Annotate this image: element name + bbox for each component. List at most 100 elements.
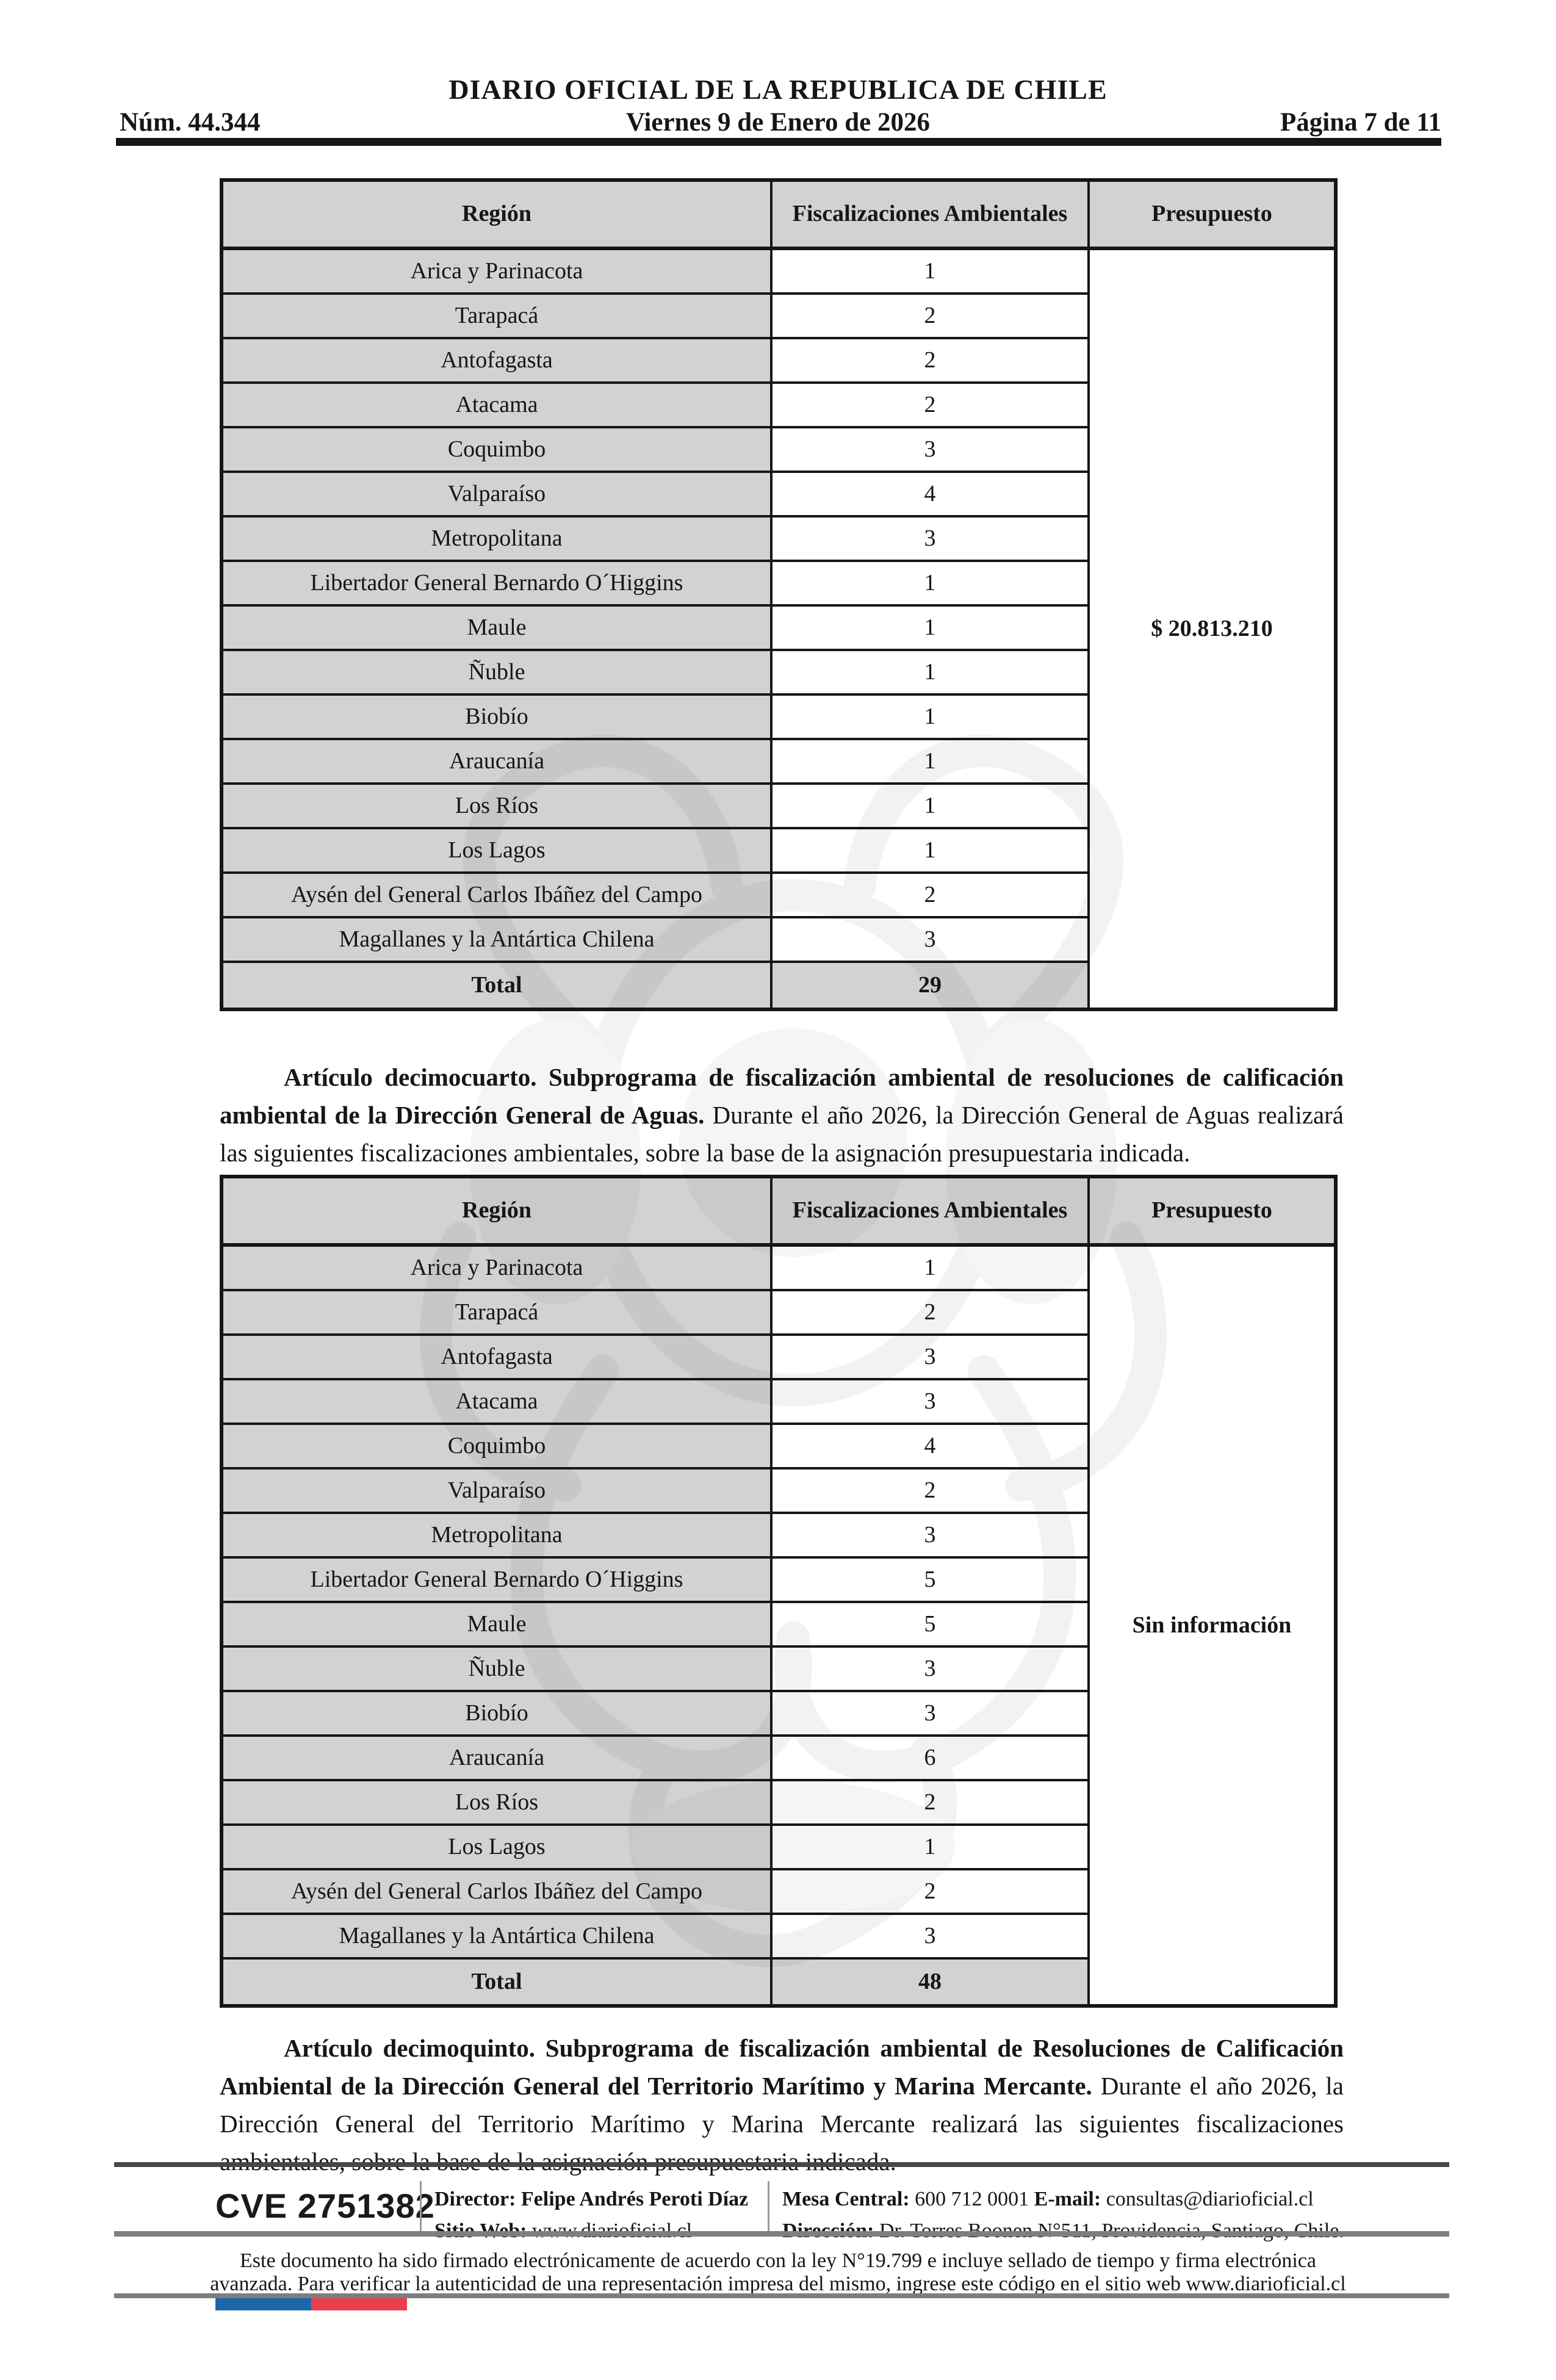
column-header-fiscalizaciones: Fiscalizaciones Ambientales — [773, 182, 1090, 250]
inspections-value-cell: 3 — [773, 517, 1090, 562]
director-block: Director: Felipe Andrés Peroti Díaz Siti… — [434, 2183, 748, 2247]
article-decimoquinto: Artículo decimoquinto. Subprograma de fi… — [220, 2029, 1344, 2180]
inspections-value-cell: 5 — [773, 1559, 1090, 1603]
region-cell: Los Ríos — [223, 1781, 773, 1826]
column-header-region: Región — [223, 182, 773, 250]
region-cell: Antofagasta — [223, 1336, 773, 1380]
flag-red — [311, 2298, 407, 2310]
footer-bottom-rule — [114, 2293, 1449, 2298]
inspections-value-cell: 2 — [773, 1870, 1090, 1915]
email-address: consultas@diarioficial.cl — [1101, 2188, 1314, 2210]
total-label-cell: Total — [223, 1960, 773, 2004]
region-cell: Araucanía — [223, 1737, 773, 1781]
phone-number: 600 712 0001 — [909, 2188, 1034, 2210]
region-cell: Antofagasta — [223, 339, 773, 384]
inspections-value-cell: 2 — [773, 295, 1090, 339]
fiscalizaciones-dga-table-1: Región Fiscalizaciones Ambientales Presu… — [220, 178, 1338, 1011]
region-cell: Atacama — [223, 384, 773, 428]
region-cell: Coquimbo — [223, 1425, 773, 1469]
inspections-value-cell: 5 — [773, 1603, 1090, 1648]
inspections-value-cell: 1 — [773, 785, 1090, 829]
region-cell: Arica y Parinacota — [223, 250, 773, 295]
inspections-value-cell: 3 — [773, 918, 1090, 963]
inspections-value-cell: 1 — [773, 651, 1090, 696]
article-decimocuarto-lead: Artículo decimocuarto. Subprograma de fi… — [220, 1063, 1344, 1129]
region-cell: Los Ríos — [223, 785, 773, 829]
phone-email-line: Mesa Central: 600 712 0001 E-mail: consu… — [782, 2183, 1344, 2215]
region-cell: Metropolitana — [223, 517, 773, 562]
website-url: www.diarioficial.cl — [527, 2220, 692, 2242]
director-name: Felipe Andrés Peroti Díaz — [516, 2188, 749, 2210]
region-cell: Libertador General Bernardo O´Higgins — [223, 562, 773, 607]
region-cell: Biobío — [223, 696, 773, 740]
region-cell: Metropolitana — [223, 1514, 773, 1559]
footer-top-rule — [114, 2162, 1449, 2167]
article-decimocuarto: Artículo decimocuarto. Subprograma de fi… — [220, 1058, 1344, 1172]
region-cell: Aysén del General Carlos Ibáñez del Camp… — [223, 1870, 773, 1915]
region-cell: Coquimbo — [223, 428, 773, 473]
inspections-value-cell: 3 — [773, 1336, 1090, 1380]
director-label: Director: — [434, 2188, 516, 2210]
inspections-value-cell: 1 — [773, 250, 1090, 295]
inspections-value-cell: 3 — [773, 1915, 1090, 1960]
address-value: Dr. Torres Boonen N°511, Providencia, Sa… — [874, 2220, 1344, 2242]
region-cell: Magallanes y la Antártica Chilena — [223, 1915, 773, 1960]
article-decimoquinto-body: Durante el año 2026, la Dirección Genera… — [220, 2072, 1344, 2176]
region-cell: Maule — [223, 607, 773, 651]
inspections-value-cell: 2 — [773, 874, 1090, 918]
region-cell: Arica y Parinacota — [223, 1247, 773, 1291]
fiscalizaciones-dgtm-table-2: Región Fiscalizaciones Ambientales Presu… — [220, 1175, 1338, 2008]
issue-number: Núm. 44.344 — [120, 108, 261, 137]
region-cell: Los Lagos — [223, 829, 773, 874]
inspections-value-cell: 2 — [773, 384, 1090, 428]
column-header-region: Región — [223, 1178, 773, 1247]
address-label: Dirección: — [782, 2220, 874, 2242]
budget-merged-cell: Sin información — [1132, 1612, 1292, 1638]
column-header-presupuesto: Presupuesto — [1090, 1178, 1334, 1247]
column-header-fiscalizaciones: Fiscalizaciones Ambientales — [773, 1178, 1090, 1247]
inspections-value-cell: 1 — [773, 740, 1090, 785]
email-label: E-mail: — [1034, 2188, 1101, 2210]
region-cell: Valparaíso — [223, 1469, 773, 1514]
inspections-value-cell: 3 — [773, 1692, 1090, 1737]
website-line: Sitio Web: www.diarioficial.cl — [434, 2215, 748, 2247]
region-cell: Ñuble — [223, 651, 773, 696]
inspections-value-cell: 1 — [773, 562, 1090, 607]
article-decimoquinto-lead: Artículo decimoquinto. Subprograma de fi… — [220, 2034, 1344, 2100]
inspections-value-cell: 2 — [773, 339, 1090, 384]
inspections-value-cell: 3 — [773, 1648, 1090, 1692]
flag-blue — [215, 2298, 311, 2310]
director-line: Director: Felipe Andrés Peroti Díaz — [434, 2183, 748, 2215]
region-cell: Ñuble — [223, 1648, 773, 1692]
footer-divider-1 — [420, 2181, 422, 2235]
region-cell: Tarapacá — [223, 1291, 773, 1336]
inspections-value-cell: 4 — [773, 473, 1090, 517]
total-label-cell: Total — [223, 963, 773, 1008]
publication-title: DIARIO OFICIAL DE LA REPUBLICA DE CHILE — [448, 74, 1108, 105]
region-cell: Tarapacá — [223, 295, 773, 339]
total-value-cell: 48 — [773, 1960, 1090, 2004]
inspections-value-cell: 3 — [773, 428, 1090, 473]
inspections-value-cell: 1 — [773, 607, 1090, 651]
footer-divider-2 — [768, 2181, 769, 2235]
region-cell: Los Lagos — [223, 1826, 773, 1870]
header-meta-row: Núm. 44.344 Viernes 9 de Enero de 2026 P… — [0, 107, 1556, 138]
region-cell: Aysén del General Carlos Ibáñez del Camp… — [223, 874, 773, 918]
address-line: Dirección: Dr. Torres Boonen N°511, Prov… — [782, 2215, 1344, 2247]
inspections-value-cell: 2 — [773, 1781, 1090, 1826]
region-cell: Magallanes y la Antártica Chilena — [223, 918, 773, 963]
website-label: Sitio Web: — [434, 2220, 527, 2242]
contact-block: Mesa Central: 600 712 0001 E-mail: consu… — [782, 2183, 1344, 2247]
column-header-presupuesto: Presupuesto — [1090, 182, 1334, 250]
region-cell: Valparaíso — [223, 473, 773, 517]
inspections-value-cell: 3 — [773, 1380, 1090, 1425]
inspections-value-cell: 6 — [773, 1737, 1090, 1781]
issue-date: Viernes 9 de Enero de 2026 — [625, 108, 931, 137]
inspections-value-cell: 4 — [773, 1425, 1090, 1469]
region-cell: Biobío — [223, 1692, 773, 1737]
region-cell: Atacama — [223, 1380, 773, 1425]
region-cell: Libertador General Bernardo O´Higgins — [223, 1559, 773, 1603]
phone-label: Mesa Central: — [782, 2188, 910, 2210]
region-cell: Araucanía — [223, 740, 773, 785]
